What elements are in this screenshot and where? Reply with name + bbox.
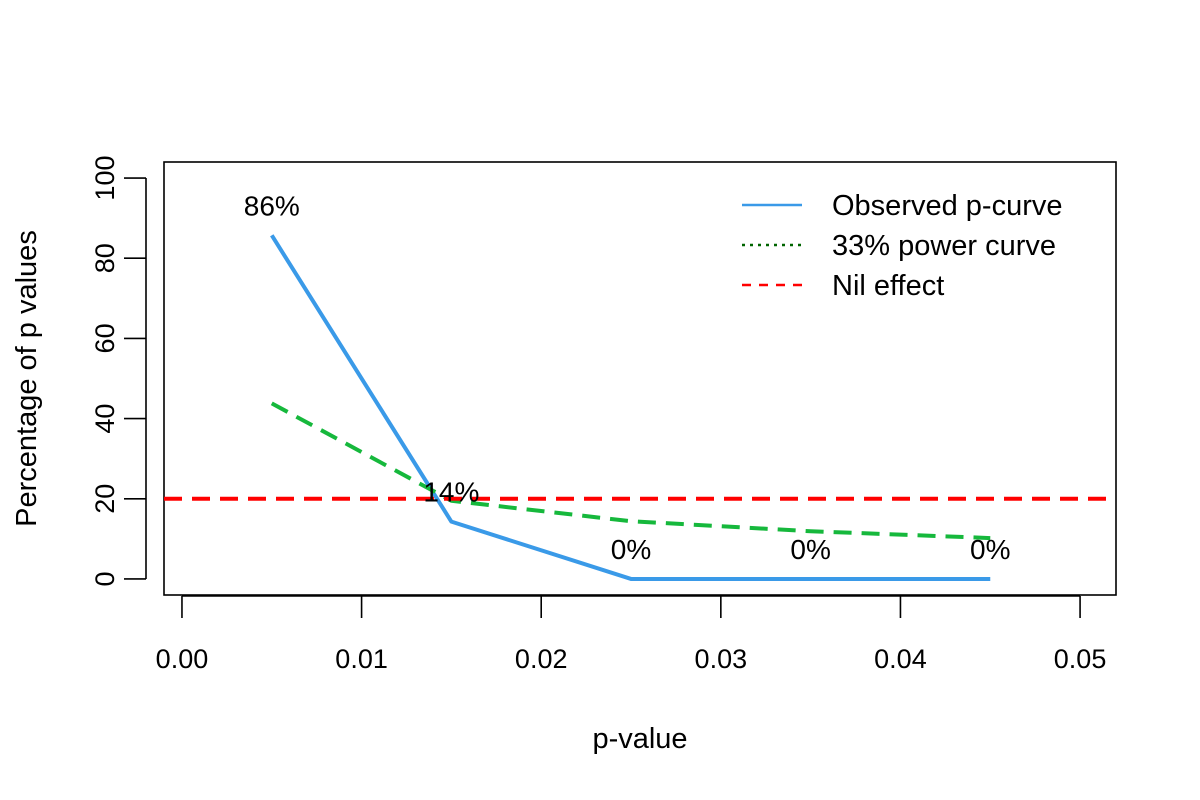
plot-frame [163,161,1117,596]
y-axis-title: Percentage of p values [11,230,43,527]
legend-entry-power-33-label: 33% power curve [832,230,1056,262]
legend: Observed p-curve 33% power curve Nil effec… [742,190,1063,302]
x-tick-label: 0.01 [335,644,388,674]
y-tick-label: 40 [90,404,120,434]
data-label: 0% [790,534,830,565]
data-label: 0% [970,534,1010,565]
legend-entry-observed-label: Observed p-curve [832,190,1063,222]
data-label: 86% [244,190,300,221]
legend-entry-nil-effect-label: Nil effect [832,270,944,302]
x-tick-label: 0.05 [1054,644,1107,674]
y-tick-label: 0 [90,571,120,586]
y-tick-label: 20 [90,484,120,514]
x-tick-label: 0.02 [515,644,568,674]
data-label: 14% [423,477,479,508]
x-tick-label: 0.04 [874,644,927,674]
y-tick-label: 60 [90,323,120,353]
x-tick-label: 0.03 [695,644,748,674]
data-label: 0% [611,534,651,565]
series-line-observed [270,234,991,581]
y-tick-label: 80 [90,243,120,273]
x-axis-title: p-value [592,723,687,755]
x-tick-label: 0.00 [156,644,209,674]
y-tick-label: 100 [90,156,120,201]
series-line-power-33 [270,401,991,541]
